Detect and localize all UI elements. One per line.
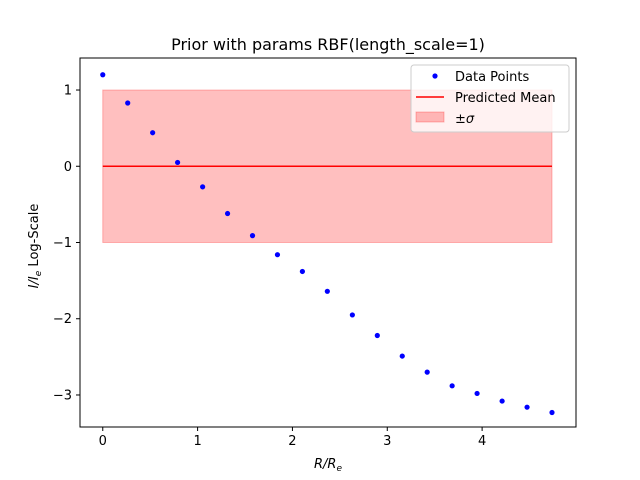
- x-tick-label: 0: [99, 434, 107, 449]
- chart-title: Prior with params RBF(length_scale=1): [171, 35, 485, 55]
- x-tick-label: 1: [193, 434, 201, 449]
- data-point: [150, 130, 156, 136]
- legend-label-sigma-symbol: σ: [466, 112, 475, 127]
- data-points: [100, 72, 555, 416]
- data-point: [374, 332, 380, 339]
- y-tick-label: −2: [53, 312, 72, 327]
- y-tick-label: −3: [53, 388, 72, 403]
- legend: Data Points Predicted Mean ±σ: [410, 64, 570, 133]
- legend-label-sigma-prefix: ±: [455, 112, 466, 127]
- data-point: [324, 288, 330, 294]
- x-tick-label: 4: [478, 434, 486, 449]
- legend-marker-data-points: [432, 73, 438, 79]
- data-point: [200, 184, 206, 190]
- y-axis-title-main: I/I: [27, 276, 42, 288]
- y-axis-title-rest: Log-Scale: [27, 204, 42, 271]
- y-axis-title: I/Ie Log-Scale: [27, 204, 44, 289]
- data-point: [224, 210, 231, 217]
- y-axis-ticks: 1 0 −1 −2 −3: [53, 84, 80, 403]
- data-point: [424, 369, 430, 375]
- data-point: [125, 100, 131, 106]
- x-tick-label: 2: [288, 434, 296, 449]
- y-axis-title-sub: e: [34, 270, 44, 276]
- data-point: [349, 312, 355, 318]
- y-tick-label: 0: [64, 160, 72, 175]
- legend-box: [410, 64, 570, 133]
- legend-label-sigma: ±σ: [455, 112, 475, 127]
- data-point: [274, 252, 281, 258]
- data-point: [524, 404, 530, 410]
- data-point: [399, 353, 405, 359]
- data-point: [549, 409, 555, 416]
- data-point: [174, 159, 181, 166]
- legend-marker-sigma: [415, 111, 445, 123]
- x-axis-title-main: R/R: [314, 457, 336, 472]
- data-point: [299, 268, 305, 275]
- x-axis-ticks: 0 1 2 3 4: [99, 427, 486, 449]
- data-point: [499, 398, 505, 404]
- y-tick-label: 1: [64, 84, 72, 99]
- x-axis-title: R/Re: [314, 457, 342, 474]
- data-point: [100, 72, 106, 78]
- data-point: [474, 390, 480, 397]
- legend-label-predicted-mean: Predicted Mean: [455, 91, 556, 106]
- legend-label-data-points: Data Points: [455, 70, 529, 85]
- x-tick-label: 3: [383, 434, 391, 449]
- data-point: [249, 233, 256, 239]
- data-point: [449, 383, 455, 389]
- y-tick-label: −1: [53, 236, 72, 251]
- x-axis-title-sub: e: [336, 464, 342, 474]
